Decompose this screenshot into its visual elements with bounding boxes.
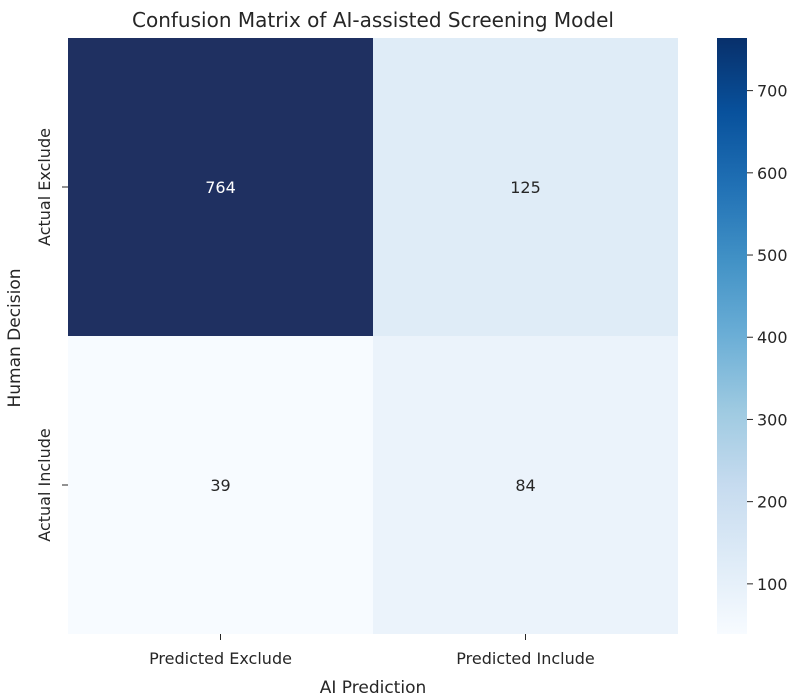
heatmap-cell — [68, 38, 373, 336]
colorbar-tick-label: 200 — [757, 493, 788, 512]
colorbar-tick-label: 400 — [757, 328, 788, 347]
colorbar-tick-label: 500 — [757, 246, 788, 265]
y-axis-ticks: Actual Exclude Actual Include — [35, 128, 68, 542]
cell-value-label: 84 — [515, 476, 535, 495]
x-axis-ticks: Predicted Exclude Predicted Include — [149, 634, 595, 668]
cell-value-label: 125 — [510, 178, 541, 197]
heatmap-cells — [68, 38, 678, 634]
colorbar-tick-label: 700 — [757, 82, 788, 101]
colorbar-tick-label: 600 — [757, 164, 788, 183]
heatmap-cell — [68, 336, 373, 634]
colorbar-gradient — [717, 38, 747, 634]
y-axis-label: Human Decision — [5, 268, 25, 407]
colorbar-tick-label: 100 — [757, 575, 788, 594]
heatmap-cell — [373, 38, 678, 336]
y-tick-label: Actual Exclude — [35, 128, 54, 246]
cell-value-label: 39 — [210, 476, 230, 495]
cell-value-label: 764 — [205, 178, 236, 197]
colorbar-tick-label: 300 — [757, 410, 788, 429]
x-tick-label: Predicted Exclude — [149, 649, 292, 668]
x-tick-label: Predicted Include — [456, 649, 594, 668]
colorbar: 100 200 300 400 500 600 700 — [717, 38, 788, 634]
heatmap-cell-labels: 764 125 39 84 — [205, 178, 541, 495]
heatmap-cell — [373, 336, 678, 634]
x-axis-label: AI Prediction — [320, 678, 427, 698]
y-tick-label: Actual Include — [35, 428, 54, 541]
chart-title: Confusion Matrix of AI-assisted Screenin… — [132, 8, 614, 32]
